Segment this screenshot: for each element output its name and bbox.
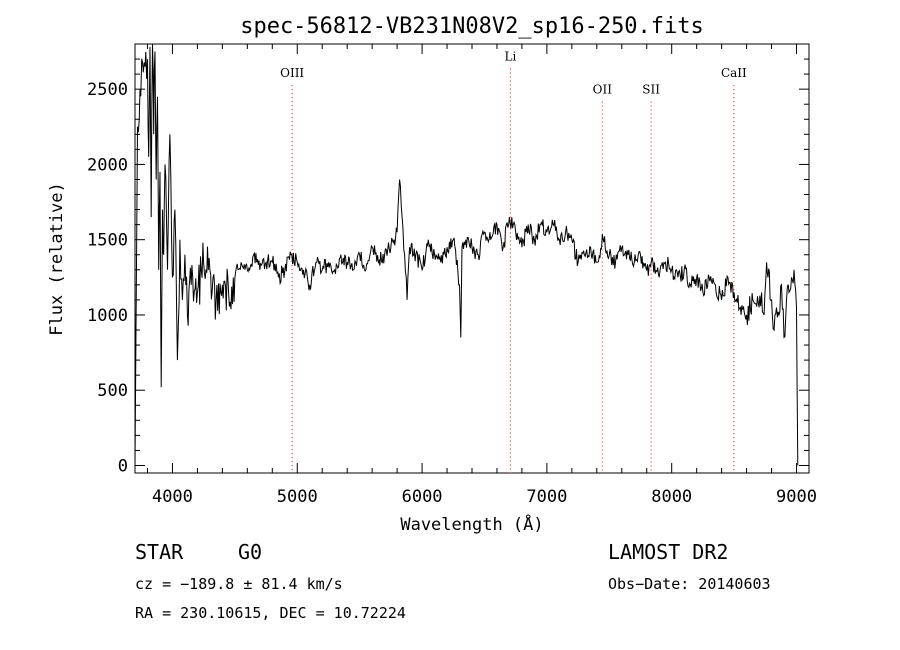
survey-name: LAMOST DR2 xyxy=(608,540,729,564)
y-tick-label: 1000 xyxy=(87,306,128,326)
spectral-line-label: Li xyxy=(505,50,517,64)
y-tick-label: 2500 xyxy=(87,80,128,100)
y-tick-label: 0 xyxy=(118,456,128,476)
plot-area: 4000 5000 6000 7000 8000 9000 0 500 1000 1500 2000… xyxy=(87,43,817,507)
x-tick-label: 9000 xyxy=(776,487,817,507)
x-tick-label: 5000 xyxy=(277,487,318,507)
spectral-line-label: CaII xyxy=(721,66,747,80)
redshift-text: cz = −189.8 ± 81.4 km/s xyxy=(135,575,343,593)
x-tick-label: 8000 xyxy=(651,487,692,507)
flux-line xyxy=(134,43,799,466)
y-tick-label: 2000 xyxy=(87,155,128,175)
x-tick-label: 4000 xyxy=(152,487,193,507)
plot-frame xyxy=(134,43,810,474)
y-axis-label: Flux (relative) xyxy=(47,182,67,336)
obs-date: Obs−Date: 20140603 xyxy=(608,575,771,593)
y-tick-label: 500 xyxy=(97,381,128,401)
coordinates: RA = 230.10615, DEC = 10.72224 xyxy=(135,604,406,622)
x-axis-label: Wavelength (Å) xyxy=(400,513,543,535)
y-tick-label: 1500 xyxy=(87,231,128,251)
spectral-line-label: OII xyxy=(593,83,613,97)
x-tick-label: 7000 xyxy=(526,487,567,507)
x-tick-label: 6000 xyxy=(402,487,443,507)
object-type: STAR xyxy=(135,540,184,564)
chart-title: spec-56812-VB231N08V2_sp16-250.fits xyxy=(240,14,704,39)
spectral-line-label: SII xyxy=(642,83,660,97)
spectral-line-label: OIII xyxy=(280,66,304,80)
subclass: G0 xyxy=(238,540,263,564)
